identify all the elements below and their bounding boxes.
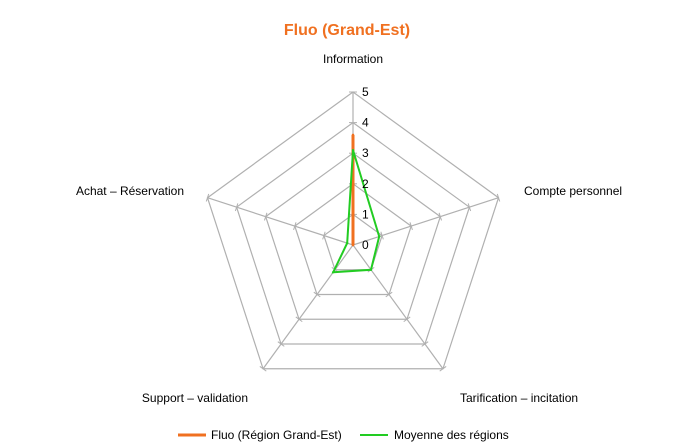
category-labels: Information Compte personnel Tarificatio… bbox=[76, 52, 622, 405]
spoke-2 bbox=[352, 244, 444, 370]
spoke-4 bbox=[207, 197, 354, 246]
grid-ring-2 bbox=[294, 183, 412, 296]
chart-legend: Fluo (Région Grand-Est) Moyenne des régi… bbox=[178, 428, 509, 442]
category-label-tarification: Tarification – incitation bbox=[460, 391, 578, 405]
series-0-point-0 bbox=[351, 133, 355, 137]
series-1-point-3 bbox=[332, 271, 335, 274]
series-1-point-4 bbox=[345, 241, 349, 245]
tick-label-3: 3 bbox=[362, 146, 369, 160]
grid-ring-4 bbox=[235, 121, 471, 345]
legend-label-fluo: Fluo (Région Grand-Est) bbox=[211, 428, 342, 442]
series-line-1 bbox=[331, 149, 381, 274]
tick-label-2: 2 bbox=[362, 177, 369, 191]
spoke-3 bbox=[262, 244, 354, 370]
chart-title: Fluo (Grand-Est) bbox=[284, 22, 410, 39]
series-1-point-0 bbox=[351, 148, 355, 152]
tick-label-0: 0 bbox=[362, 238, 369, 252]
series-1-point-2 bbox=[369, 268, 373, 271]
tick-label-1: 1 bbox=[362, 207, 369, 221]
grid-ring-3 bbox=[264, 152, 442, 320]
category-label-compte-personnel: Compte personnel bbox=[524, 184, 622, 198]
radial-tick-labels: 0 1 2 3 4 5 bbox=[362, 85, 369, 252]
radar-grid bbox=[205, 91, 501, 372]
tick-label-5: 5 bbox=[362, 85, 369, 99]
spoke-1 bbox=[352, 197, 499, 246]
category-label-achat: Achat – Réservation bbox=[76, 184, 184, 198]
series-0-point-4 bbox=[351, 243, 355, 247]
radar-series bbox=[331, 133, 381, 274]
tick-label-4: 4 bbox=[362, 116, 369, 130]
legend-label-moyenne: Moyenne des régions bbox=[394, 428, 509, 442]
category-label-support: Support – validation bbox=[142, 391, 248, 405]
series-1-point-1 bbox=[377, 235, 381, 238]
category-label-information: Information bbox=[323, 52, 383, 66]
grid-ring-5 bbox=[206, 91, 500, 370]
